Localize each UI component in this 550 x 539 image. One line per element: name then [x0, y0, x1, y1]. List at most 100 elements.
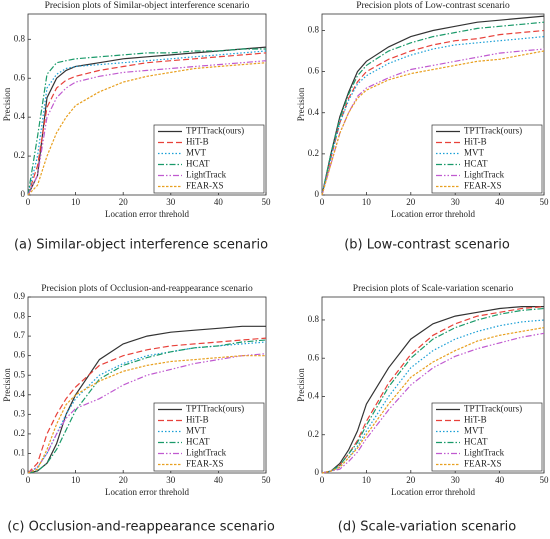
x-tick-label: 50 — [262, 197, 272, 207]
y-tick-label: 0.6 — [14, 350, 26, 360]
plot-frame — [321, 13, 545, 196]
x-tick-label: 10 — [362, 197, 372, 207]
legend-label: TPTTrack(ours) — [186, 126, 244, 136]
legend-label: HiT-B — [464, 415, 487, 425]
legend-label: HCAT — [464, 437, 488, 447]
x-tick-label: 30 — [166, 197, 176, 207]
legend-label: HiT-B — [186, 137, 209, 147]
legend-label: LightTrack — [464, 448, 505, 458]
series-line — [27, 355, 266, 474]
legend-box — [431, 124, 543, 194]
chart-title: Precision plots of Similar-object interf… — [45, 0, 250, 11]
x-axis-label: Location error threhold — [391, 209, 475, 219]
series-line — [321, 327, 545, 474]
x-tick-label: 40 — [495, 475, 505, 485]
x-axis-label: Location error threhold — [391, 487, 475, 497]
series-line — [27, 60, 267, 196]
series-line — [27, 353, 267, 474]
series-line — [27, 62, 267, 196]
chart-title: Precision plots of Occlusion-and-reappea… — [41, 283, 253, 294]
legend-label: TPTTrack(ours) — [186, 404, 244, 414]
x-tick-label: 20 — [406, 197, 416, 207]
y-axis-label: Precision — [2, 87, 12, 121]
y-tick-label: 0.5 — [14, 369, 26, 379]
x-tick-label: 50 — [540, 197, 550, 207]
x-tick-label: 0 — [320, 475, 325, 485]
y-tick-label: 0.7 — [14, 330, 26, 340]
legend-label: FEAR-XS — [464, 459, 502, 469]
caption: (c) Occlusion-and-reappearance scenario — [7, 520, 275, 535]
series-line — [27, 337, 267, 474]
legend-label: HiT-B — [464, 137, 487, 147]
legend-label: MVT — [186, 148, 207, 158]
y-axis-label: Precision — [2, 368, 12, 402]
caption: (b) Low-contrast scenario — [344, 238, 510, 253]
legend-box — [153, 402, 265, 472]
x-tick-label: 30 — [451, 475, 461, 485]
x-tick-label: 0 — [26, 197, 31, 207]
legend-label: HiT-B — [186, 415, 209, 425]
y-tick-label: 0 — [21, 467, 26, 477]
legend-label: FEAR-XS — [186, 181, 224, 191]
legend-label: TPTTrack(ours) — [464, 404, 522, 414]
legend-label: LightTrack — [186, 448, 227, 458]
series-line — [27, 339, 267, 474]
y-tick-label: 0.8 — [14, 33, 26, 43]
y-tick-label: 0.6 — [308, 66, 320, 76]
series-line — [321, 36, 545, 196]
legend-label: MVT — [186, 426, 207, 436]
legend-label: HCAT — [186, 159, 210, 169]
legend-label: HCAT — [186, 437, 210, 447]
plot-frame — [27, 13, 267, 196]
legend-label: MVT — [464, 148, 485, 158]
x-tick-label: 40 — [214, 475, 224, 485]
x-tick-label: 40 — [214, 197, 224, 207]
y-tick-label: 0 — [315, 467, 320, 477]
legend-box — [153, 124, 265, 194]
series-line — [321, 50, 545, 196]
y-tick-label: 0.6 — [308, 352, 320, 362]
x-tick-label: 50 — [262, 475, 272, 485]
x-tick-label: 30 — [451, 197, 461, 207]
y-axis-label: Precision — [296, 87, 306, 121]
series-line — [27, 50, 267, 196]
y-tick-label: 0.8 — [14, 311, 26, 321]
y-tick-label: 0.2 — [14, 150, 25, 160]
legend-label: MVT — [464, 426, 485, 436]
legend-label: TPTTrack(ours) — [464, 126, 522, 136]
y-tick-label: 0.9 — [14, 291, 26, 301]
x-tick-label: 30 — [166, 475, 176, 485]
x-tick-label: 20 — [119, 475, 129, 485]
legend-label: LightTrack — [186, 170, 227, 180]
x-axis-label: Location error threhold — [105, 209, 189, 219]
series-line — [321, 21, 545, 196]
y-axis-label: Precision — [296, 368, 306, 402]
series-line — [321, 306, 545, 474]
y-tick-label: 0.8 — [308, 314, 320, 324]
x-tick-label: 20 — [406, 475, 416, 485]
x-tick-label: 20 — [119, 197, 129, 207]
y-tick-label: 0.2 — [308, 429, 319, 439]
legend-label: FEAR-XS — [464, 181, 502, 191]
series-line — [321, 307, 545, 474]
y-tick-label: 0 — [21, 189, 26, 199]
series-line — [321, 15, 545, 196]
x-tick-label: 10 — [71, 197, 81, 207]
chart-title: Precision plots of Scale-variation scena… — [353, 283, 514, 294]
plot-frame — [321, 296, 545, 474]
x-tick-label: 50 — [540, 475, 550, 485]
plot-frame — [27, 296, 267, 474]
legend-label: LightTrack — [464, 170, 505, 180]
x-tick-label: 0 — [26, 475, 31, 485]
legend-label: HCAT — [464, 159, 488, 169]
y-tick-label: 0.8 — [308, 25, 320, 35]
legend-box — [431, 402, 543, 472]
series-line — [321, 306, 544, 474]
y-tick-label: 0.4 — [308, 391, 320, 401]
x-tick-label: 10 — [71, 475, 81, 485]
x-tick-label: 40 — [495, 197, 505, 207]
series-line — [27, 48, 266, 196]
x-axis-label: Location error threhold — [105, 487, 189, 497]
y-tick-label: 0.4 — [308, 107, 320, 117]
y-tick-label: 0.6 — [14, 72, 26, 82]
